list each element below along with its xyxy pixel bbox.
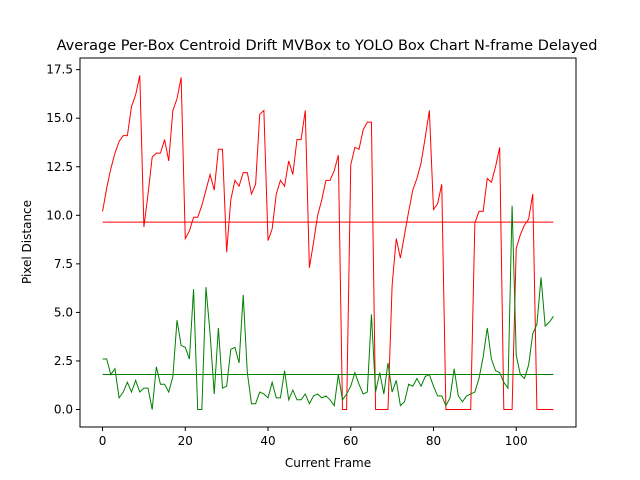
y-axis-label: Pixel Distance xyxy=(20,200,34,284)
x-tick-label: 20 xyxy=(178,434,193,448)
y-tick-label: 7.5 xyxy=(54,257,73,271)
y-tick-label: 15.0 xyxy=(46,111,73,125)
y-tick-label: 0.0 xyxy=(54,403,73,417)
x-tick-label: 0 xyxy=(99,434,107,448)
y-tick-label: 17.5 xyxy=(46,63,73,77)
y-tick-label: 5.0 xyxy=(54,305,73,319)
plot-area-frame xyxy=(79,57,577,428)
x-axis-ticks: 0 20 40 60 80 100 xyxy=(99,427,528,448)
y-tick-label: 12.5 xyxy=(46,160,73,174)
x-axis-label: Current Frame xyxy=(285,456,371,470)
x-tick-label: 100 xyxy=(505,434,528,448)
chart-title: Average Per-Box Centroid Drift MVBox to … xyxy=(57,38,598,54)
y-axis-ticks: 0.0 2.5 5.0 7.5 10.0 12.5 15.0 17.5 xyxy=(46,63,80,417)
series-layer xyxy=(102,75,554,411)
y-tick-label: 2.5 xyxy=(54,354,73,368)
x-tick-label: 60 xyxy=(343,434,358,448)
series-green-drift-line xyxy=(102,205,554,411)
series-red-drift-line xyxy=(102,75,554,411)
x-tick-label: 40 xyxy=(260,434,275,448)
x-tick-label: 80 xyxy=(426,434,441,448)
y-tick-label: 10.0 xyxy=(46,208,73,222)
